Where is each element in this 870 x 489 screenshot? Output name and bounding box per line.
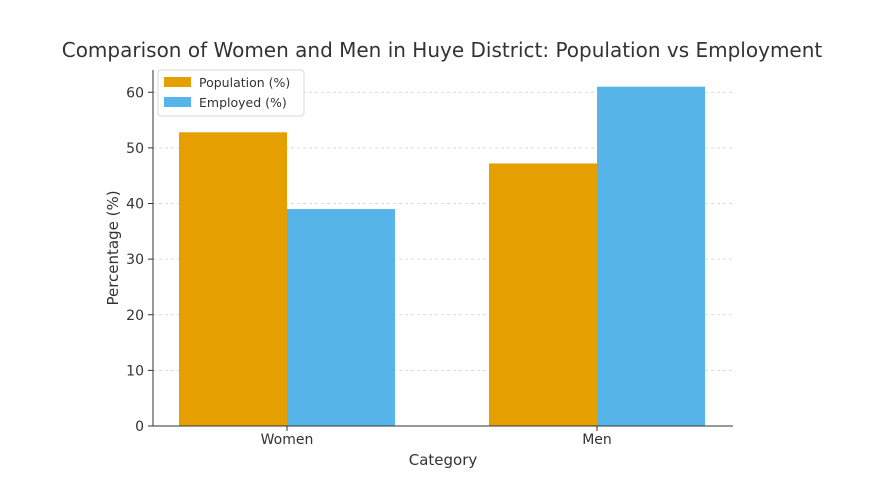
legend: Population (%) Employed (%): [157, 69, 305, 117]
legend-swatch-population: [164, 77, 191, 87]
y-tick-label: 0: [135, 419, 144, 435]
legend-swatch-employed: [164, 97, 191, 107]
bar-men-employed: [597, 86, 705, 426]
x-axis-label: Category: [409, 451, 478, 469]
x-tick-label-women: Women: [261, 432, 314, 448]
y-axis-label: Percentage (%): [104, 190, 122, 305]
y-tick-label: 20: [126, 308, 144, 324]
bar-men-population: [489, 163, 597, 426]
chart-title: Comparison of Women and Men in Huye Dist…: [62, 38, 823, 62]
bar-women-employed: [287, 209, 395, 426]
y-tick-label: 40: [126, 197, 144, 213]
x-tick-label-men: Men: [582, 432, 612, 448]
bars: [179, 86, 705, 427]
y-axis-ticks: 0 10 20 30 40 50 60: [126, 85, 153, 435]
legend-label-employed: Employed (%): [199, 95, 287, 110]
bar-women-population: [179, 132, 287, 427]
legend-label-population: Population (%): [199, 75, 290, 90]
y-tick-label: 10: [126, 363, 144, 379]
x-axis-ticks: Women Men: [261, 426, 612, 448]
y-tick-label: 60: [126, 85, 144, 101]
y-tick-label: 50: [126, 141, 144, 157]
y-tick-label: 30: [126, 252, 144, 268]
legend-box: [157, 69, 305, 117]
